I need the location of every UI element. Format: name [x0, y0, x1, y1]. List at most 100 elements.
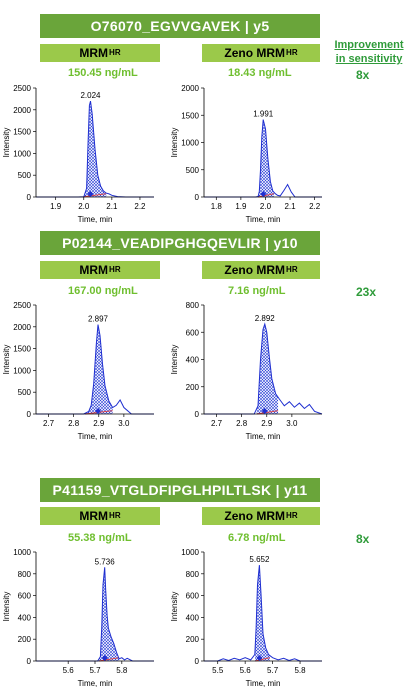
x-tick-label: 2.1	[284, 202, 296, 211]
y-tick-label: 500	[18, 171, 32, 180]
x-tick-label: 3.0	[118, 419, 130, 428]
y-tick-label: 1000	[181, 139, 199, 148]
x-tick-label: 2.9	[93, 419, 105, 428]
apex-marker	[261, 408, 268, 414]
apex-label: 5.736	[95, 557, 116, 566]
y-tick-label: 200	[18, 635, 32, 644]
y-tick-label: 0	[195, 410, 200, 419]
y-tick-label: 800	[186, 570, 200, 579]
method-name: MRM	[79, 263, 109, 277]
integrated-peak-area	[84, 324, 113, 414]
concentration-label: 6.78 ng/mL	[228, 532, 286, 544]
y-tick-label: 0	[195, 193, 200, 202]
integration-baseline	[257, 193, 275, 198]
y-tick-label: 200	[186, 635, 200, 644]
integration-baseline	[82, 193, 107, 198]
method-name: Zeno MRM	[224, 263, 286, 277]
peptide-header: P41159_VTGLDFIPGLHPILTLSK | y11	[40, 478, 320, 502]
y-tick-label: 1000	[13, 149, 31, 158]
x-tick-label: 2.1	[106, 202, 118, 211]
x-tick-label: 3.0	[286, 419, 298, 428]
concentration-label: 150.45 ng/mL	[68, 67, 138, 79]
y-tick-label: 500	[18, 388, 32, 397]
method-header: MRM HR	[40, 261, 160, 279]
y-tick-label: 1500	[181, 111, 199, 120]
y-tick-label: 1000	[181, 548, 199, 557]
sensitivity-improvement: 8x	[356, 532, 370, 546]
improvement-header-line2: in sensitivity	[335, 53, 403, 65]
y-tick-label: 200	[186, 383, 200, 392]
method-header: Zeno MRM HR	[202, 44, 320, 62]
x-tick-label: 1.9	[50, 202, 62, 211]
y-tick-label: 1500	[13, 128, 31, 137]
y-tick-label: 2500	[13, 301, 31, 310]
integrated-peak-area	[99, 567, 120, 661]
chromatogram-trace	[204, 565, 322, 662]
chromatogram-trace	[204, 322, 323, 415]
y-axis-label: Intensity	[170, 345, 179, 375]
method-header: Zeno MRM HR	[202, 261, 320, 279]
sensitivity-improvement: 23x	[356, 285, 377, 299]
apex-label: 2.892	[255, 314, 276, 323]
chromatogram-trace	[36, 567, 154, 662]
y-tick-label: 600	[18, 592, 32, 601]
apex-marker	[95, 408, 102, 414]
chromatogram-trace	[204, 119, 322, 198]
y-tick-label: 500	[186, 166, 200, 175]
concentration-label: 18.43 ng/mL	[228, 67, 292, 79]
x-axis-label: Time, min	[78, 679, 113, 688]
y-axis-label: Intensity	[170, 128, 179, 158]
chromatogram-chart: 0 500 1000 1500 2000 1.8 1.9 2.0 2.1 2.2 1.991 Time…	[170, 84, 322, 224]
x-tick-label: 2.8	[236, 419, 248, 428]
method-superscript: HR	[286, 47, 298, 57]
concentration-label: 55.38 ng/mL	[68, 532, 132, 544]
chromatogram-chart: 0 500 1000 1500 2000 2500 2.7 2.8 2.9 3.0 2.897 Tim…	[2, 301, 154, 441]
integrated-peak-area	[255, 565, 270, 661]
chromatogram-chart: 0 200 400 600 800 2.7 2.8 2.9 3.0 2.892 Time, min I…	[170, 301, 323, 441]
y-tick-label: 0	[27, 193, 32, 202]
y-tick-label: 800	[18, 570, 32, 579]
chromatogram-chart: 0 500 1000 1500 2000 2500 1.9 2.0 2.1 2.2 2.024 Tim…	[2, 84, 154, 224]
method-superscript: HR	[109, 264, 121, 274]
concentration-label: 167.00 ng/mL	[68, 285, 138, 297]
y-tick-label: 800	[186, 301, 200, 310]
x-tick-label: 2.0	[78, 202, 90, 211]
x-tick-label: 2.8	[68, 419, 80, 428]
method-superscript: HR	[286, 264, 298, 274]
method-header: Zeno MRM HR	[202, 507, 320, 525]
y-tick-label: 600	[186, 328, 200, 337]
y-tick-label: 0	[195, 657, 200, 666]
chromatogram-trace	[36, 324, 154, 415]
y-axis-label: Intensity	[2, 345, 11, 375]
x-axis-label: Time, min	[78, 432, 113, 441]
method-superscript: HR	[286, 510, 298, 520]
x-tick-label: 2.2	[309, 202, 321, 211]
y-axis-label: Intensity	[2, 128, 11, 158]
x-axis-label: Time, min	[246, 679, 281, 688]
x-axis-label: Time, min	[246, 215, 281, 224]
sensitivity-improvement: 8x	[356, 68, 370, 82]
apex-marker	[87, 191, 94, 197]
peptide-header: O76070_EGVVGAVEK | y5	[40, 14, 320, 38]
method-superscript: HR	[109, 510, 121, 520]
x-axis-label: Time, min	[246, 432, 281, 441]
y-tick-label: 400	[186, 356, 200, 365]
x-axis-label: Time, min	[78, 215, 113, 224]
y-tick-label: 400	[186, 613, 200, 622]
method-name: MRM	[79, 509, 109, 523]
y-tick-label: 1000	[13, 548, 31, 557]
y-tick-label: 2000	[13, 323, 31, 332]
x-tick-label: 2.9	[261, 419, 273, 428]
integration-baseline	[98, 657, 120, 662]
x-tick-label: 2.7	[211, 419, 223, 428]
y-tick-label: 2000	[13, 106, 31, 115]
y-tick-label: 1500	[13, 345, 31, 354]
apex-marker	[256, 655, 263, 661]
x-tick-label: 2.7	[43, 419, 55, 428]
y-tick-label: 600	[186, 592, 200, 601]
y-tick-label: 400	[18, 613, 32, 622]
method-header: MRM HR	[40, 44, 160, 62]
y-tick-label: 2000	[181, 84, 199, 93]
